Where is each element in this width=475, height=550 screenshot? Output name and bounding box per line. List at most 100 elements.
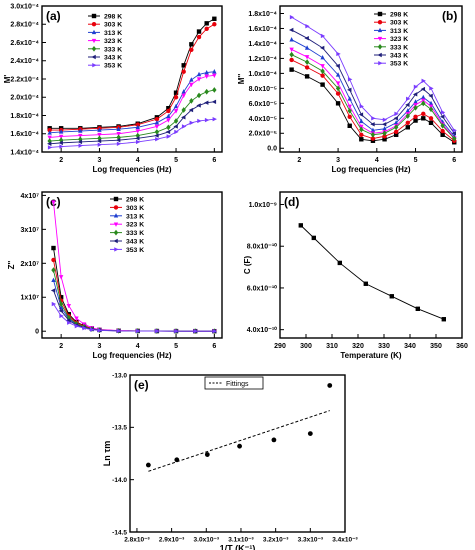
panel-e: 2.8x10⁻³ 2.9x10⁻³ 3.0x10⁻³ 3.1x10⁻³ 3.2x10⁻³… (102, 372, 359, 550)
legend-label: 353 K (104, 63, 122, 70)
legend-marker (91, 45, 97, 52)
data-point (181, 89, 186, 94)
data-point (413, 99, 418, 104)
legend-label: 333 K (390, 44, 408, 51)
data-point (173, 109, 179, 114)
data-point (97, 132, 102, 138)
data-point (451, 131, 457, 136)
data-point (181, 63, 186, 68)
data-point (155, 328, 160, 334)
data-point (212, 328, 217, 334)
data-point (405, 125, 410, 130)
y-tick-label: 4.0x10⁻⁵ (249, 116, 277, 123)
data-point (78, 143, 83, 148)
y-axis-label: Ln τm (102, 441, 112, 467)
data-point (173, 95, 179, 100)
data-point (189, 82, 194, 88)
series-line (49, 101, 215, 145)
data-point (440, 110, 446, 115)
data-point (196, 92, 202, 99)
data-point (154, 129, 160, 135)
data-point (347, 87, 352, 93)
data-point (181, 93, 186, 99)
data-point (359, 104, 364, 109)
data-point (173, 118, 179, 124)
x-tick-label: 2 (297, 157, 301, 164)
data-point (47, 135, 52, 141)
data-point (370, 122, 375, 127)
data-point (440, 132, 445, 137)
x-tick-label: 3.1x10⁻³ (228, 537, 254, 544)
y-tick-label: 3x10⁷ (21, 227, 40, 234)
data-point (174, 328, 179, 334)
data-point (393, 124, 399, 131)
data-point (359, 132, 364, 137)
legend-label: 313 K (390, 28, 408, 35)
y-tick-label: 2.0x10⁻⁵ (249, 131, 277, 138)
data-point (189, 47, 194, 52)
data-point (319, 45, 325, 51)
data-point (204, 117, 210, 123)
legend-marker (113, 205, 119, 210)
data-point (212, 87, 217, 93)
legend-label: 343 K (126, 239, 144, 246)
y-tick-label: 1.6x10⁻⁴ (248, 26, 277, 33)
legend-marker (377, 43, 383, 50)
data-point (382, 126, 387, 131)
data-point (336, 51, 341, 57)
data-point (382, 117, 388, 123)
data-point (166, 113, 171, 119)
panel-c: 2 3 4 5 6 0 1x10⁷ 2x10⁷ 3x10⁷ 4x10⁷ Log frequencie… (7, 191, 223, 360)
data-point (288, 27, 294, 33)
x-tick-label: 4 (136, 157, 140, 164)
legend-label: 353 K (390, 61, 408, 68)
data-point (415, 306, 420, 311)
data-point (173, 124, 178, 129)
data-point (135, 124, 140, 130)
data-point (145, 462, 151, 468)
plot-frame (279, 191, 463, 339)
data-point (193, 328, 198, 334)
y-tick-label: 0 (35, 329, 39, 336)
data-point (51, 245, 56, 251)
data-point (173, 103, 179, 109)
data-point (452, 128, 457, 133)
legend-marker (91, 22, 97, 27)
data-point (51, 257, 56, 263)
x-tick-label: 3 (97, 343, 101, 350)
data-point (347, 104, 352, 109)
legend-label: 313 K (104, 30, 122, 37)
x-axis-label: Log frequencies (Hz) (331, 165, 410, 174)
y-axis-label: M' (3, 75, 12, 84)
data-point (440, 122, 445, 129)
data-point (212, 73, 217, 78)
data-point (428, 93, 433, 99)
legend-label: 353 K (126, 247, 144, 254)
data-point (370, 136, 376, 141)
x-axis-label: 1/T (K⁻¹) (220, 544, 256, 550)
y-tick-label: 2.6x10⁻⁴ (10, 40, 39, 47)
x-tick-label: 3.2x10⁻³ (263, 537, 289, 544)
y-axis-label: M'' (237, 74, 246, 85)
data-point (47, 138, 52, 144)
legend-marker (377, 52, 382, 58)
data-point (166, 134, 172, 139)
data-point (66, 303, 72, 309)
legend-marker (91, 13, 97, 19)
data-point (181, 115, 186, 120)
data-point (189, 77, 194, 82)
legend-marker (91, 54, 96, 60)
legend-label: 333 K (126, 230, 144, 237)
x-axis-label: Log frequencies (Hz) (92, 165, 171, 174)
data-point (406, 96, 411, 102)
plot-frame (41, 191, 223, 339)
data-point (51, 200, 56, 205)
legend-marker (113, 196, 119, 202)
legend-label: Fittings (226, 381, 249, 388)
data-point (428, 100, 434, 106)
y-tick-label: -14.5 (112, 529, 127, 536)
y-tick-label: -13.5 (112, 425, 127, 432)
data-point (413, 84, 419, 90)
data-point (413, 118, 418, 123)
data-point (421, 100, 426, 107)
